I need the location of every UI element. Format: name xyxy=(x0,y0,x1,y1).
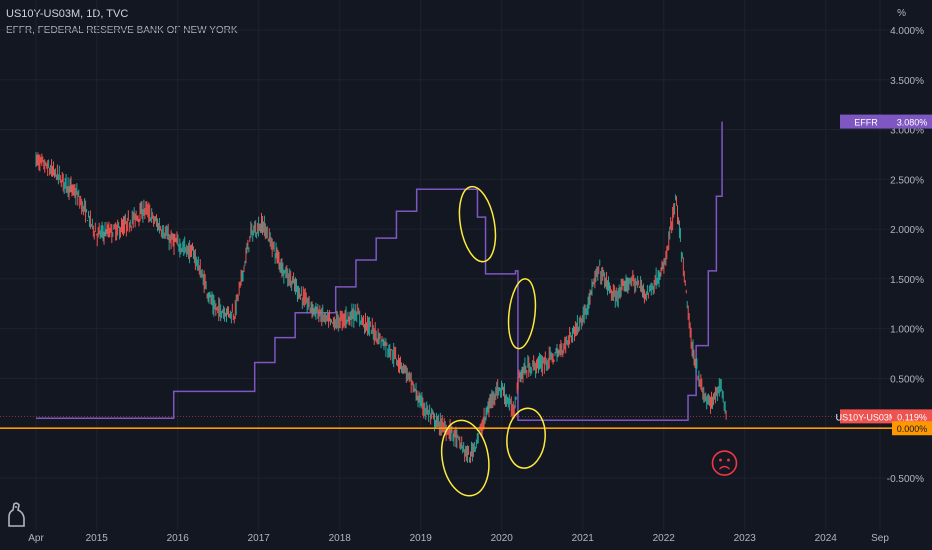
effr-series xyxy=(36,121,723,422)
x-tick-label: 2024 xyxy=(815,533,838,544)
price-tag-value-bg xyxy=(892,421,932,436)
effr-step-line xyxy=(36,121,723,422)
price-tag-value: 0.119% xyxy=(897,412,927,422)
price-tag-label: US10Y-US03M xyxy=(836,412,897,422)
x-tick-label: 2022 xyxy=(653,533,676,544)
chart-symbol-header[interactable]: US10Y-US03M, 1D, TVC xyxy=(6,8,129,20)
price-tag-label: EFFR xyxy=(854,118,878,128)
annotation-circle xyxy=(458,185,497,263)
price-tag-label-bg xyxy=(840,409,892,424)
price-tags: EFFR 3.080% US10Y-US03M 0.119% 0.000% xyxy=(836,114,932,436)
y-tick-label: 2.000% xyxy=(890,225,924,236)
x-tick-label: 2017 xyxy=(248,533,271,544)
annotation-circle xyxy=(506,407,546,469)
annotation-circle xyxy=(507,278,537,350)
price-tag-value-bg xyxy=(892,114,932,129)
annotation-circle xyxy=(440,419,490,497)
sad-face-icon xyxy=(711,450,738,476)
y-tick-label: 2.500% xyxy=(890,175,924,186)
sad-face-mouth xyxy=(718,465,730,470)
sad-face-eye xyxy=(727,458,730,462)
y-tick-label: 3.000% xyxy=(890,126,924,137)
x-tick-label: 2020 xyxy=(491,533,514,544)
chart-grid xyxy=(0,0,895,530)
y-tick-label: 3.500% xyxy=(890,76,924,87)
axis-unit-label: % xyxy=(897,8,906,19)
spread-candles xyxy=(35,152,727,464)
y-tick-label: 4.000% xyxy=(890,26,924,37)
y-tick-label: -0.500% xyxy=(887,474,924,485)
x-tick-label: Apr xyxy=(28,533,44,544)
price-tag-label-bg xyxy=(840,114,892,129)
y-tick-label: 0.500% xyxy=(890,374,924,385)
x-tick-label: Sep xyxy=(871,533,889,544)
x-tick-label: 2016 xyxy=(167,533,190,544)
annotations xyxy=(0,185,895,497)
y-tick-label: 1.000% xyxy=(890,325,924,336)
tradingview-logo-icon[interactable] xyxy=(6,500,28,528)
x-tick-label: 2018 xyxy=(329,533,352,544)
x-axis: Apr 2015 2016 2017 2018 2019 2020 2021 2022 2023 2… xyxy=(28,533,889,544)
price-tag-value: 3.080% xyxy=(897,118,928,128)
price-tag-value: 0.000% xyxy=(897,424,928,434)
price-tag-value-bg xyxy=(892,409,932,424)
y-axis: 4.000% 3.500% 3.000% 2.500% 2.000% 1.500% 1.00… xyxy=(887,26,924,485)
y-tick-label: 1.500% xyxy=(890,275,924,286)
x-tick-label: 2021 xyxy=(572,533,595,544)
sad-face-eye xyxy=(719,458,722,462)
x-tick-label: 2015 xyxy=(86,533,109,544)
x-tick-label: 2023 xyxy=(734,533,757,544)
x-tick-label: 2019 xyxy=(410,533,433,544)
